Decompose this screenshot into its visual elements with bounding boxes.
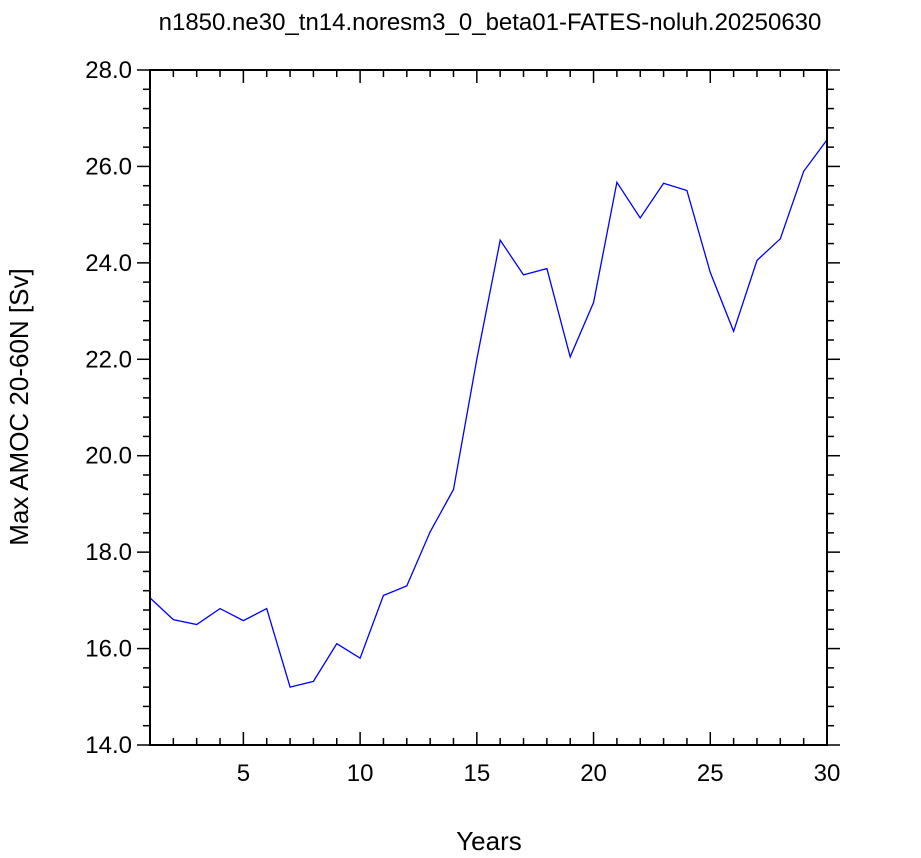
y-tick-label: 14.0 — [85, 732, 132, 759]
x-tick-label: 25 — [697, 760, 724, 787]
x-axis-label: Years — [456, 826, 522, 856]
x-tick-label: 30 — [814, 760, 841, 787]
axis-ticks — [137, 69, 840, 746]
plot-frame — [149, 69, 828, 746]
x-tick-label: 15 — [463, 760, 490, 787]
y-tick-label: 24.0 — [85, 250, 132, 277]
x-tick-label: 10 — [347, 760, 374, 787]
y-tick-label: 26.0 — [85, 153, 132, 180]
y-tick-label: 18.0 — [85, 539, 132, 566]
y-tick-label: 20.0 — [85, 443, 132, 470]
y-tick-label: 16.0 — [85, 636, 132, 663]
y-axis-label: Max AMOC 20-60N [Sv] — [4, 268, 34, 545]
x-tick-label: 20 — [580, 760, 607, 787]
series-line — [149, 139, 828, 688]
y-tick-label: 22.0 — [85, 346, 132, 373]
y-tick-label: 28.0 — [85, 57, 132, 84]
axis-tick-labels: 5 10 15 20 25 30 14.0 16.0 18.0 20.0 22.0 24.0 26.0 2… — [85, 57, 840, 787]
chart-title: n1850.ne30_tn14.noresm3_0_beta01-FATES-n… — [159, 9, 822, 36]
x-tick-label: 5 — [237, 760, 250, 787]
